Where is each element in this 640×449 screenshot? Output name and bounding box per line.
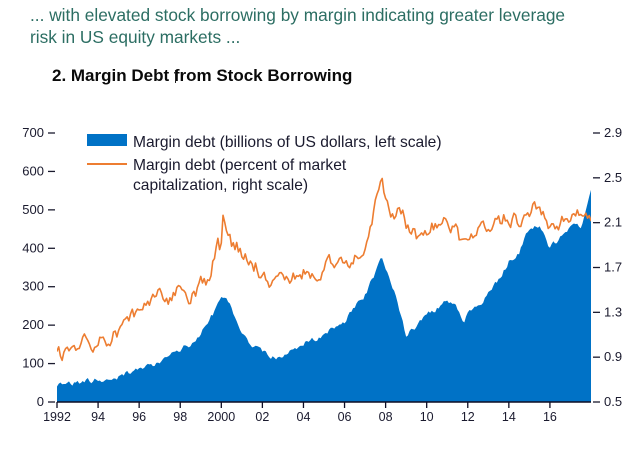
svg-text:94: 94 [91, 410, 105, 424]
svg-text:10: 10 [420, 410, 434, 424]
svg-text:02: 02 [255, 410, 269, 424]
svg-text:96: 96 [132, 410, 146, 424]
svg-text:700: 700 [22, 125, 44, 140]
svg-text:0: 0 [37, 394, 44, 409]
svg-text:100: 100 [22, 356, 44, 371]
svg-text:08: 08 [379, 410, 393, 424]
svg-text:2000: 2000 [207, 410, 235, 424]
svg-text:12: 12 [461, 410, 475, 424]
svg-text:1992: 1992 [43, 410, 71, 424]
svg-text:1.7: 1.7 [604, 260, 622, 275]
svg-text:0.9: 0.9 [604, 349, 622, 364]
svg-text:1.3: 1.3 [604, 304, 622, 319]
svg-text:2.5: 2.5 [604, 170, 622, 185]
svg-text:0.5: 0.5 [604, 394, 622, 409]
svg-text:2.1: 2.1 [604, 215, 622, 230]
svg-text:14: 14 [502, 410, 516, 424]
svg-text:98: 98 [173, 410, 187, 424]
svg-text:200: 200 [22, 317, 44, 332]
svg-text:500: 500 [22, 202, 44, 217]
svg-text:2.9: 2.9 [604, 125, 622, 140]
svg-text:300: 300 [22, 279, 44, 294]
svg-text:16: 16 [543, 410, 557, 424]
svg-text:06: 06 [338, 410, 352, 424]
svg-text:600: 600 [22, 163, 44, 178]
svg-text:04: 04 [297, 410, 311, 424]
svg-text:400: 400 [22, 240, 44, 255]
